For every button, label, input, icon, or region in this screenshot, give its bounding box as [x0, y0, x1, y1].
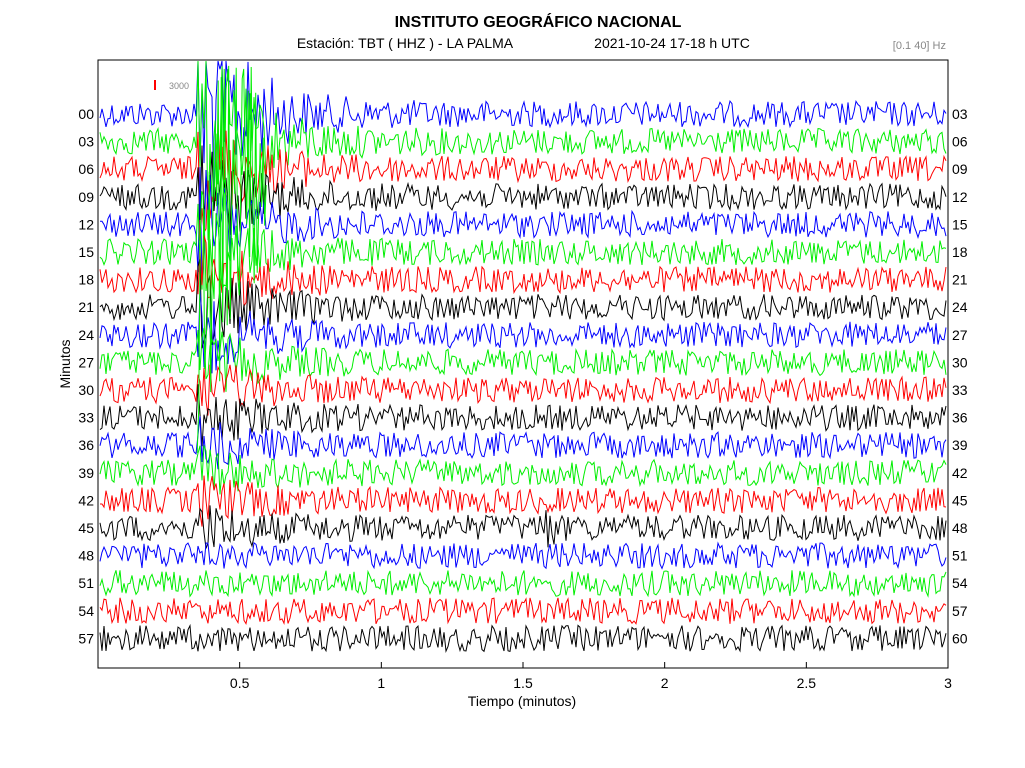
right-tick-label: 21 [952, 272, 968, 288]
right-tick-label: 60 [952, 630, 968, 646]
right-tick-label: 57 [952, 603, 968, 619]
left-tick-label: 33 [78, 410, 94, 426]
right-tick-label: 18 [952, 244, 968, 260]
left-tick-label: 54 [78, 603, 94, 619]
left-tick-label: 06 [78, 161, 94, 177]
left-tick-label: 36 [78, 437, 94, 453]
right-tick-labels: 03 06 09 12 15 18 21 24 27 30 33 36 39 42 45 48 51 54 57 60 [952, 106, 968, 646]
right-tick-label: 03 [952, 106, 968, 122]
right-tick-label: 48 [952, 520, 968, 536]
seismic-trace [99, 445, 947, 495]
seismic-trace [99, 623, 947, 654]
x-tick-labels: 0.5 1 1.5 2 2.5 3 [230, 662, 952, 691]
left-tick-label: 15 [78, 244, 94, 260]
seismic-trace [99, 327, 947, 392]
right-tick-label: 12 [952, 189, 968, 205]
right-tick-label: 36 [952, 410, 968, 426]
left-tick-label: 03 [78, 134, 94, 150]
left-tick-labels: 00 03 06 09 12 15 18 21 24 27 30 33 36 39 42 45 48 51 54 57 [78, 106, 94, 646]
filter-label: [0.1 40] Hz [893, 40, 946, 52]
left-tick-label: 27 [78, 354, 94, 370]
x-tick-label: 2.5 [797, 675, 817, 691]
seismic-trace [99, 416, 947, 470]
right-tick-label: 33 [952, 382, 968, 398]
left-tick-label: 21 [78, 299, 94, 315]
x-tick-label: 0.5 [230, 675, 250, 691]
right-tick-label: 24 [952, 299, 968, 315]
left-tick-label: 57 [78, 630, 94, 646]
right-tick-label: 09 [952, 161, 968, 177]
seismic-trace [99, 505, 947, 549]
left-tick-label: 12 [78, 216, 94, 232]
right-tick-label: 45 [952, 492, 968, 508]
right-tick-label: 39 [952, 437, 968, 453]
right-tick-label: 51 [952, 548, 968, 564]
right-tick-label: 42 [952, 465, 968, 481]
right-tick-label: 54 [952, 575, 968, 591]
left-tick-label: 39 [78, 465, 94, 481]
left-tick-label: 48 [78, 548, 94, 564]
seismic-trace [99, 597, 947, 625]
x-tick-label: 2 [661, 675, 669, 691]
left-tick-label: 18 [78, 272, 94, 288]
seismic-trace [100, 475, 947, 527]
left-tick-label: 51 [78, 575, 94, 591]
chart-title: INSTITUTO GEOGRÁFICO NACIONAL [395, 12, 682, 31]
right-tick-label: 27 [952, 327, 968, 343]
seismic-trace [99, 258, 947, 349]
x-tick-label: 1.5 [513, 675, 533, 691]
station-label: Estación: TBT ( HHZ ) - LA PALMA [297, 35, 514, 51]
scale-label: 3000 [169, 81, 189, 91]
seismic-trace [99, 290, 947, 374]
traces-group [99, 60, 947, 654]
left-tick-label: 45 [78, 520, 94, 536]
seismic-trace [99, 541, 947, 570]
x-tick-label: 1 [377, 675, 385, 691]
right-tick-label: 30 [952, 354, 968, 370]
left-tick-label: 42 [78, 492, 94, 508]
right-tick-label: 15 [952, 216, 968, 232]
left-tick-label: 09 [78, 189, 94, 205]
right-tick-label: 06 [952, 134, 968, 150]
y-axis-label: Minutos [57, 339, 73, 388]
seismic-trace [99, 569, 947, 598]
x-axis-label: Tiempo (minutos) [468, 693, 576, 709]
left-tick-label: 00 [78, 106, 94, 122]
x-tick-label: 3 [944, 675, 952, 691]
left-tick-label: 30 [78, 382, 94, 398]
seismic-trace [100, 166, 947, 285]
seismic-trace [99, 384, 947, 447]
seismic-trace [99, 235, 947, 312]
datetime-label: 2021-10-24 17-18 h UTC [594, 35, 750, 51]
left-tick-label: 24 [78, 327, 94, 343]
event-burst-trace [196, 65, 267, 453]
